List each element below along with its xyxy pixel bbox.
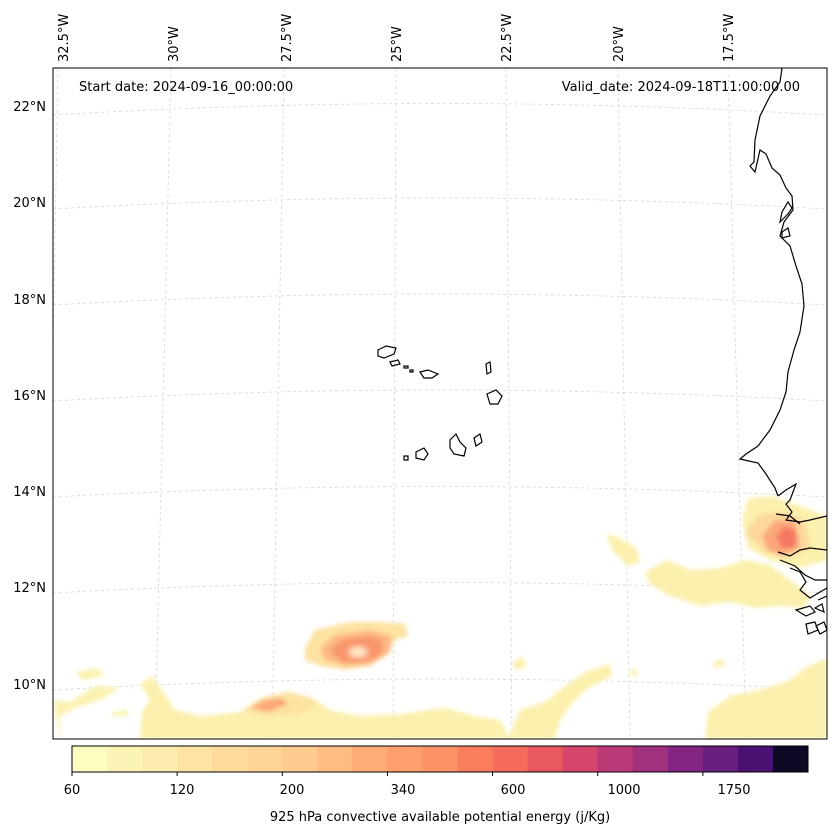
colorbar-cell — [317, 746, 353, 772]
gridlines — [53, 68, 827, 739]
colorbar-cell — [667, 746, 704, 772]
latitude-labels: 22°N 20°N 18°N 16°N 14°N 12°N 10°N — [13, 100, 46, 693]
map-area — [53, 68, 827, 739]
colorbar-label: 925 hPa convective available potential e… — [270, 810, 610, 825]
colorbar-cell — [212, 746, 248, 772]
lat-label: 18°N — [13, 293, 46, 308]
map-frame — [52, 67, 828, 740]
colorbar-cell — [527, 746, 564, 772]
island — [377, 345, 397, 359]
island — [415, 447, 429, 461]
colorbar-tick-label: 1750 — [717, 783, 750, 798]
colorbar-cell — [737, 746, 774, 772]
lat-label: 22°N — [13, 100, 46, 115]
cape-patch — [112, 710, 128, 716]
island — [403, 455, 409, 461]
cape-patch — [140, 676, 510, 739]
colorbar-cell — [422, 746, 459, 772]
lon-label: 22.5°W — [500, 14, 515, 62]
cape-patch — [53, 686, 120, 739]
island — [389, 359, 401, 367]
lon-label: 30°W — [167, 26, 182, 62]
colorbar-cell — [107, 746, 143, 772]
cape-patch — [250, 698, 288, 712]
colorbar-tick-label: 600 — [501, 783, 526, 798]
colorbar-cell — [387, 746, 423, 772]
colorbar-cell — [772, 746, 809, 772]
cape-patch — [512, 656, 527, 670]
cape-patch — [705, 660, 827, 739]
colorbar-cell — [177, 746, 213, 772]
colorbar-cell — [457, 746, 494, 772]
valid-date: Valid_date: 2024-09-18T11:00:00.00 — [562, 80, 800, 95]
colorbar-tick-label: 120 — [170, 783, 195, 798]
island — [409, 369, 414, 373]
lon-label: 32.5°W — [57, 14, 72, 62]
cape-patch — [76, 668, 104, 680]
colorbar-tick-label: 200 — [280, 783, 305, 798]
colorbar-tick-label: 340 — [391, 783, 416, 798]
start-date: Start date: 2024-09-16_00:00:00 — [79, 80, 293, 95]
island — [473, 433, 483, 447]
island — [485, 361, 492, 375]
lat-label: 12°N — [13, 581, 46, 596]
cape-patch — [645, 560, 810, 608]
cape-patch — [628, 668, 638, 676]
colorbar-cell — [282, 746, 318, 772]
island — [486, 389, 503, 405]
colorbar-cell — [352, 746, 388, 772]
cape-patch — [712, 658, 725, 668]
lon-label: 25°W — [390, 26, 405, 62]
west-africa-coastline — [738, 68, 805, 497]
lat-label: 14°N — [13, 485, 46, 500]
cape-patch — [776, 526, 797, 548]
island — [403, 365, 409, 369]
lat-label: 20°N — [13, 196, 46, 211]
island — [419, 369, 440, 379]
colorbar-cell — [492, 746, 529, 772]
lat-label: 16°N — [13, 389, 46, 404]
colorbar-cell — [142, 746, 178, 772]
cape-patch — [508, 664, 612, 739]
colorbar: 60 120 200 340 600 1000 1750 925 hPa con… — [64, 745, 809, 825]
lon-label: 20°W — [612, 26, 627, 62]
island — [449, 432, 467, 457]
lat-label: 10°N — [13, 678, 46, 693]
colorbar-cell — [702, 746, 739, 772]
colorbar-cell — [632, 746, 669, 772]
coastlines — [377, 68, 827, 635]
lon-label: 27.5°W — [280, 14, 295, 62]
colorbar-cell — [562, 746, 599, 772]
colorbar-cell — [247, 746, 283, 772]
cape-patch — [606, 534, 640, 566]
colorbar-cell — [72, 746, 108, 772]
lon-label: 17.5°W — [722, 14, 737, 62]
cape-field — [53, 496, 827, 739]
colorbar-tick-label: 60 — [64, 783, 81, 798]
longitude-labels: 32.5°W 30°W 27.5°W 25°W 22.5°W 20°W 17.5… — [57, 14, 737, 62]
colorbar-cell — [597, 746, 634, 772]
colorbar-tick-label: 1000 — [607, 783, 640, 798]
